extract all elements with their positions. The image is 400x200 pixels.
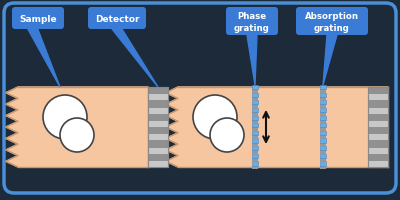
Polygon shape [247, 36, 257, 86]
Bar [368, 88, 388, 167]
Bar [252, 135, 258, 139]
Bar [320, 120, 326, 124]
Bar [368, 88, 388, 167]
Bar [148, 108, 168, 114]
Bar [252, 120, 258, 124]
Bar [252, 143, 258, 146]
Bar [320, 162, 326, 166]
Bar [148, 88, 168, 167]
Bar [148, 114, 168, 121]
Bar [320, 143, 326, 146]
Polygon shape [28, 30, 60, 88]
Bar [368, 141, 388, 148]
Bar [252, 101, 258, 105]
Bar [148, 154, 168, 161]
FancyBboxPatch shape [226, 8, 278, 36]
Bar [320, 128, 326, 131]
Text: Absorption: Absorption [305, 12, 359, 21]
Circle shape [210, 118, 244, 152]
Circle shape [193, 96, 237, 139]
Polygon shape [323, 36, 337, 86]
Text: grating: grating [314, 24, 350, 32]
Bar [320, 90, 326, 93]
Bar [252, 124, 258, 128]
Bar [252, 90, 258, 93]
Bar [148, 127, 168, 135]
Bar [148, 161, 168, 167]
Bar [320, 151, 326, 154]
Bar [252, 162, 258, 166]
Text: Phase: Phase [238, 12, 266, 21]
Bar [368, 121, 388, 127]
Polygon shape [6, 88, 148, 167]
Text: Detector: Detector [95, 14, 139, 23]
Bar [320, 154, 326, 158]
Bar [252, 128, 258, 131]
Bar [320, 135, 326, 139]
Bar [368, 95, 388, 101]
Bar [320, 93, 326, 97]
FancyBboxPatch shape [4, 4, 396, 193]
Bar [320, 101, 326, 105]
Bar [368, 161, 388, 167]
Bar [320, 166, 326, 169]
Bar [148, 95, 168, 101]
Bar [320, 113, 326, 116]
Bar [320, 131, 326, 135]
Bar [252, 93, 258, 97]
Bar [148, 141, 168, 148]
Bar [320, 158, 326, 162]
Bar [252, 97, 258, 101]
Bar [252, 86, 258, 90]
Bar [148, 88, 168, 95]
FancyBboxPatch shape [296, 8, 368, 36]
Bar [368, 88, 388, 95]
Bar [320, 108, 326, 113]
Text: Sample: Sample [19, 14, 57, 23]
Bar [252, 151, 258, 154]
Bar [320, 97, 326, 101]
Bar [252, 113, 258, 116]
Bar [148, 148, 168, 154]
Bar [148, 101, 168, 108]
Bar [148, 88, 168, 167]
Bar [320, 86, 326, 90]
FancyBboxPatch shape [12, 8, 64, 30]
Bar [368, 154, 388, 161]
Bar [368, 114, 388, 121]
Bar [320, 105, 326, 108]
Bar [320, 124, 326, 128]
Bar [252, 116, 258, 120]
Bar [368, 101, 388, 108]
Bar [252, 154, 258, 158]
Circle shape [60, 118, 94, 152]
Bar [368, 135, 388, 141]
Polygon shape [166, 88, 388, 167]
Bar [320, 146, 326, 151]
Polygon shape [112, 30, 158, 88]
Text: grating: grating [234, 24, 270, 32]
Bar [252, 139, 258, 143]
Bar [368, 148, 388, 154]
Bar [252, 108, 258, 113]
Bar [368, 108, 388, 114]
Bar [252, 131, 258, 135]
FancyBboxPatch shape [88, 8, 146, 30]
Bar [148, 121, 168, 127]
Bar [252, 146, 258, 151]
Bar [252, 158, 258, 162]
Bar [368, 127, 388, 135]
Bar [320, 139, 326, 143]
Bar [148, 135, 168, 141]
Bar [320, 116, 326, 120]
Circle shape [43, 96, 87, 139]
Bar [252, 166, 258, 169]
Bar [252, 105, 258, 108]
